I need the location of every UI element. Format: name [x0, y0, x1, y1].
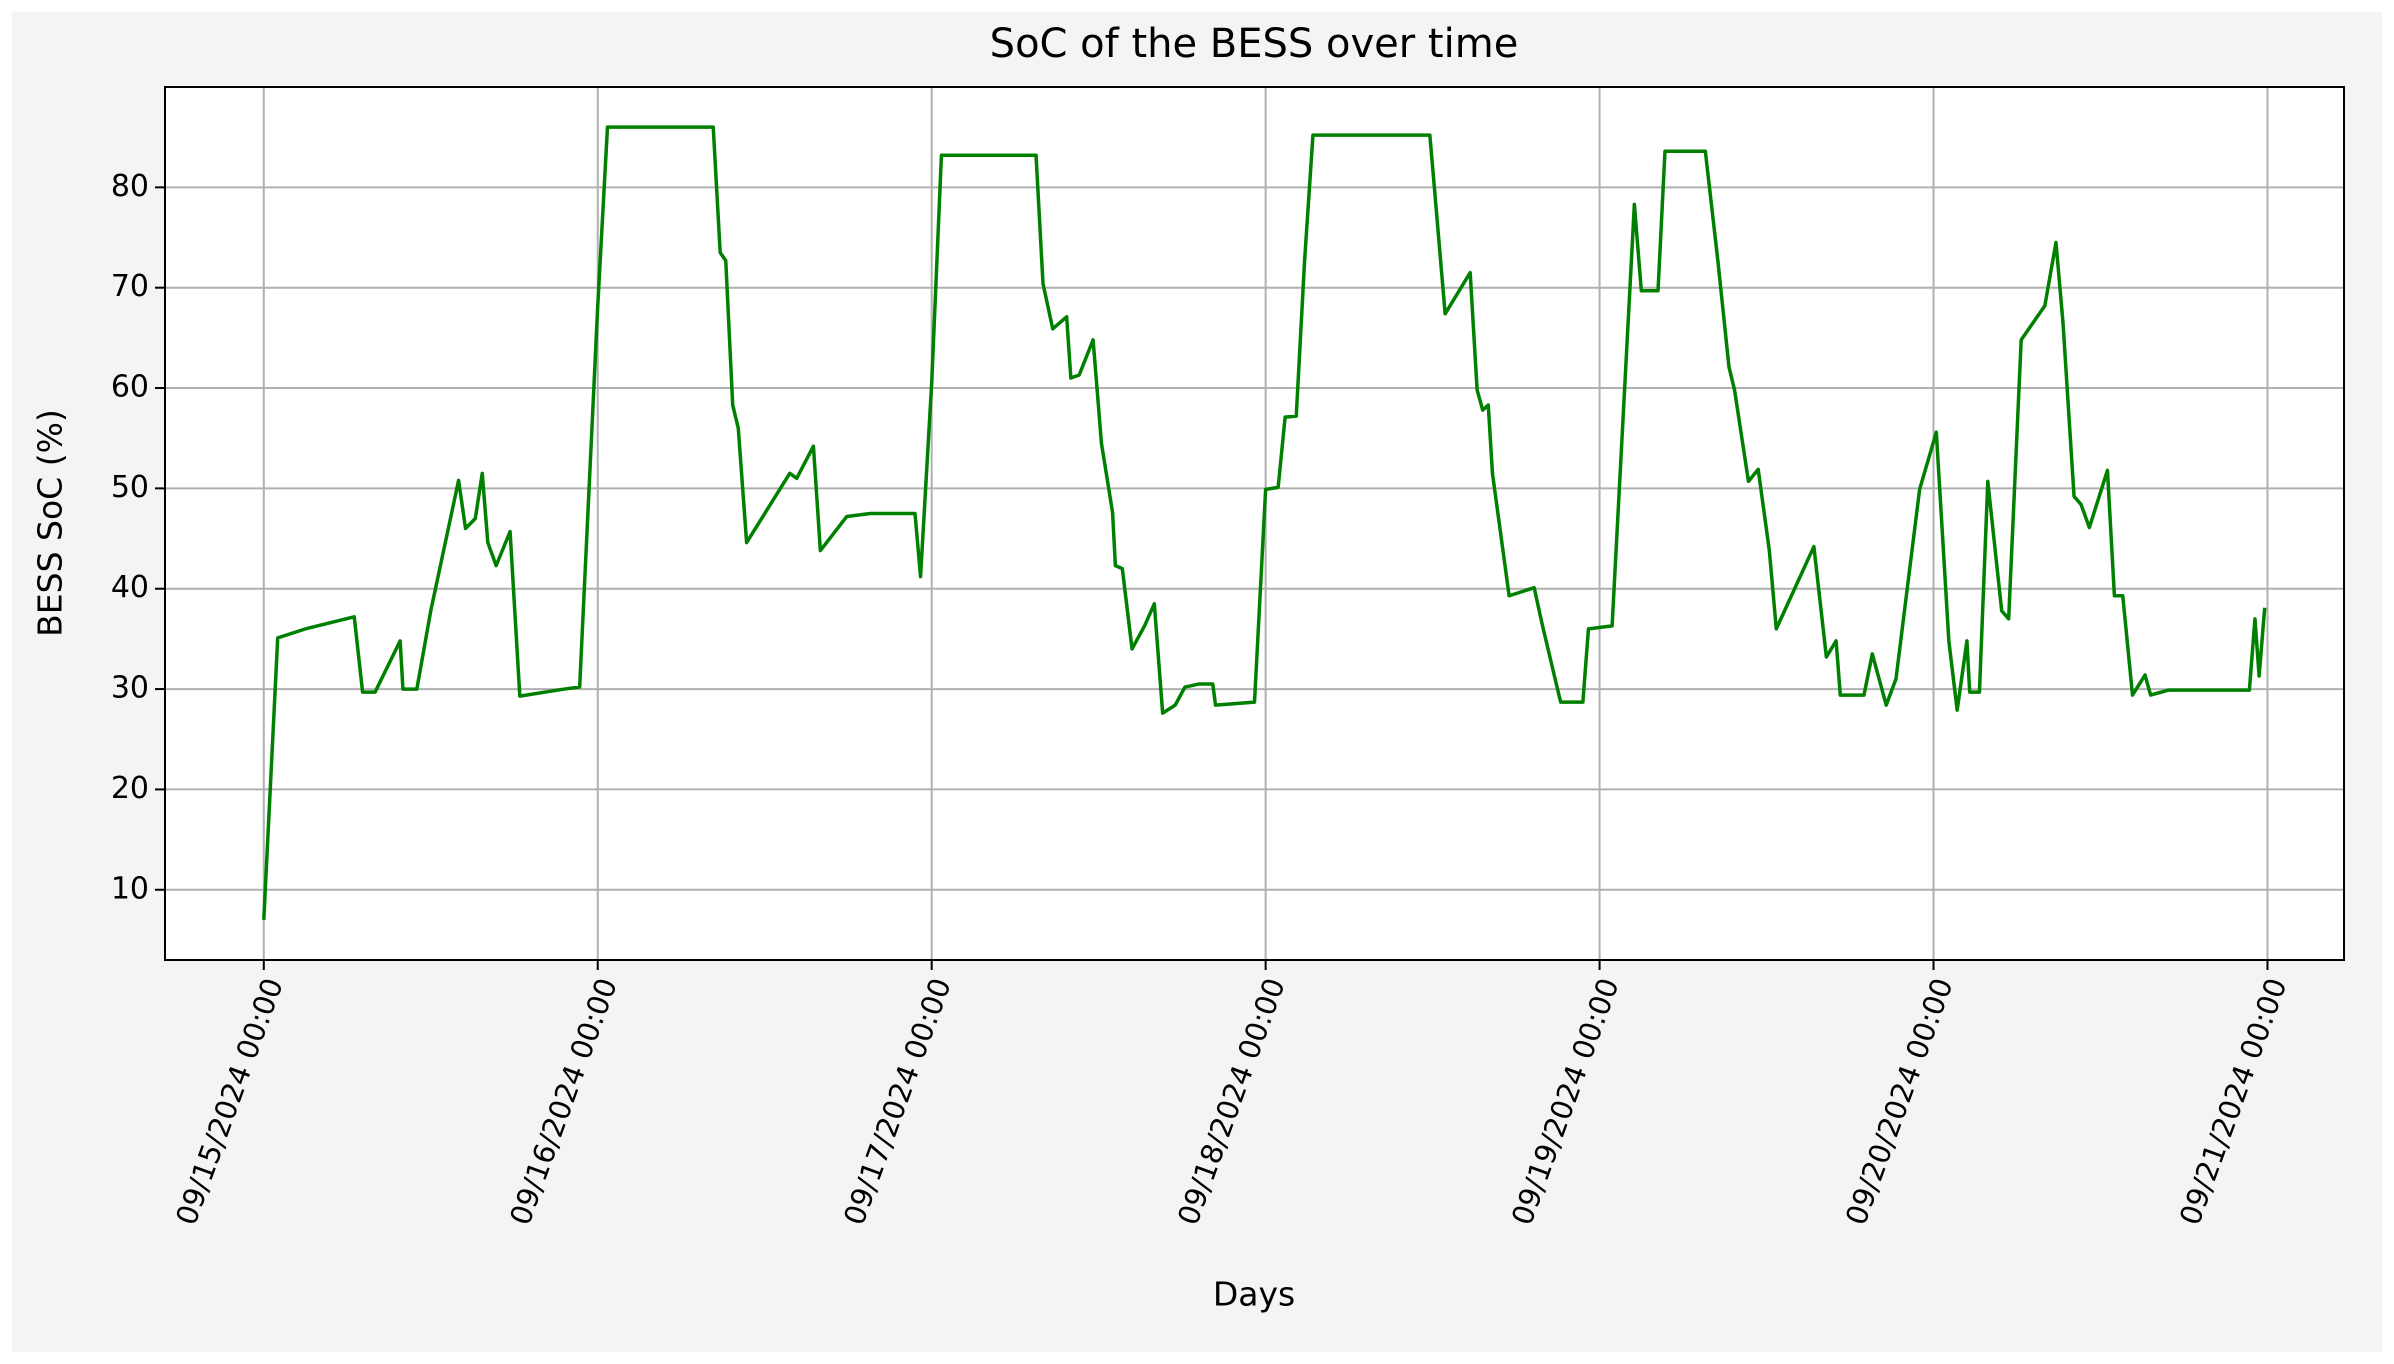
plot-area	[165, 87, 2344, 960]
y-tick-label: 40	[111, 570, 149, 605]
x-axis-label: Days	[1213, 1275, 1295, 1314]
y-tick-label: 10	[111, 871, 149, 906]
y-tick-label: 50	[111, 470, 149, 505]
lines	[262, 125, 2267, 920]
y-tick-label: 20	[111, 771, 149, 806]
series-line	[262, 125, 2267, 920]
y-tick-label: 80	[111, 169, 149, 204]
y-tick-label: 30	[111, 671, 149, 706]
plot-frame	[164, 86, 2345, 961]
chart-title: SoC of the BESS over time	[990, 21, 1519, 67]
y-axis-label: BESS SoC (%)	[31, 409, 70, 637]
y-tick-label: 70	[111, 269, 149, 304]
y-tick-label: 60	[111, 370, 149, 405]
